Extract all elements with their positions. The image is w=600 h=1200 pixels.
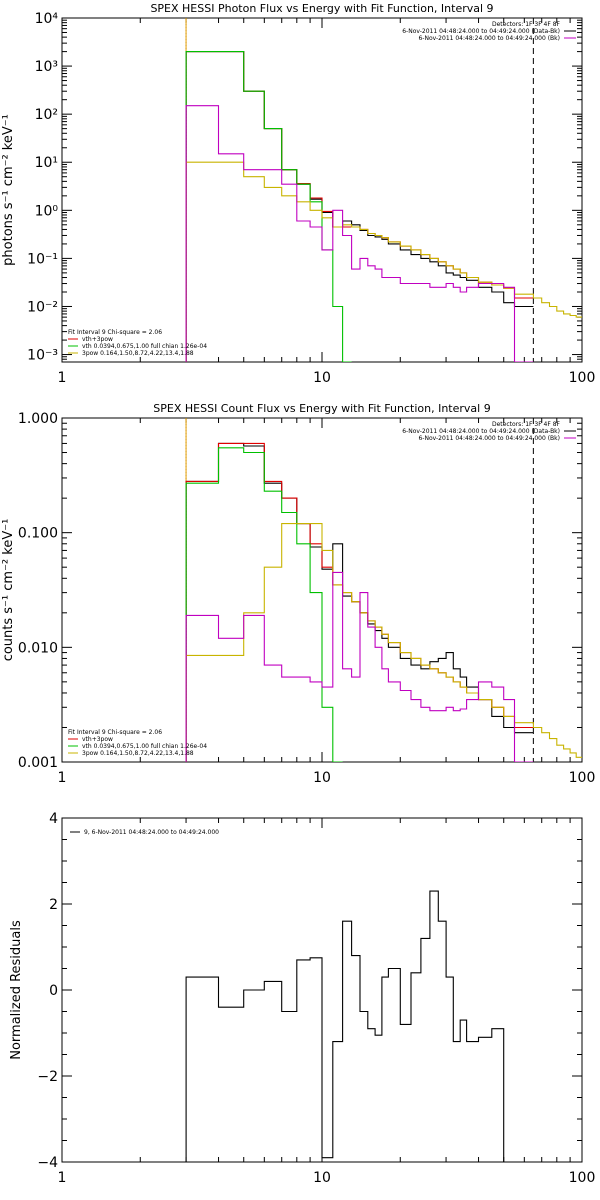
plot-frame <box>61 17 583 363</box>
x-tick-label: 100 <box>569 370 596 386</box>
x-tick-label: 1 <box>58 1170 67 1186</box>
y-tick-label: 0.001 <box>18 755 58 771</box>
x-tick-label: 1 <box>58 770 67 786</box>
chart-title: SPEX HESSI Photon Flux vs Energy with Fi… <box>150 2 493 15</box>
legend-bottom-label: Fit Interval 9 Chi-square = 2.06 <box>68 329 162 336</box>
y-tick-label: 10⁰ <box>35 203 59 219</box>
chart-panel-3: 1 10 100 −4 −2 0 2 4 Normalized Residuals 9, 6-No… <box>9 811 595 1186</box>
data-series-1 <box>185 890 505 1162</box>
y-axis-label: Normalized Residuals <box>9 920 24 1060</box>
legend-top-label: 9, 6-Nov-2011 04:48:24.000 to 04:49:24.0… <box>84 829 219 836</box>
y-tick-label: 0 <box>49 983 58 999</box>
legend-bottom-label: vth+3pow <box>82 336 113 343</box>
y-tick-label: 10³ <box>35 59 58 75</box>
legend-top-label: 6-Nov-2011 04:48:24.000 to 04:49:24.000 … <box>418 35 560 42</box>
y-tick-label: 10⁴ <box>35 11 59 27</box>
legend-top-label: Detectors: 1F 3F 4F 8F <box>492 21 561 28</box>
legend-bottom-label: 3pow 0.164,1.50,8.72,4.22,13.4,1.88 <box>82 350 194 357</box>
data-series-3 <box>185 51 352 362</box>
chart-panel-1: SPEX HESSI Photon Flux vs Energy with Fi… <box>1 2 595 386</box>
data-series-5 <box>185 105 534 362</box>
plot-area <box>185 18 582 362</box>
legend-top-label: 6-Nov-2011 04:48:24.000 to 04:49:24.000 … <box>402 28 560 35</box>
legend-top-label: Detectors: 1F 3F 4F 8F <box>492 421 561 428</box>
y-tick-label: 0.010 <box>18 640 58 656</box>
y-tick-label: 4 <box>49 811 58 827</box>
data-series-3 <box>185 447 343 762</box>
chart-panel-2: SPEX HESSI Count Flux vs Energy with Fit… <box>1 402 595 786</box>
legend-bottom-label: vth+3pow <box>82 736 113 743</box>
legend-bottom-label: vth 0.0394,0.675,1.00 full chian 1.26e-0… <box>82 743 207 750</box>
legend-bottom-label: Fit Interval 9 Chi-square = 2.06 <box>68 729 162 736</box>
x-tick-label: 10 <box>313 770 331 786</box>
data-series-5 <box>185 571 534 762</box>
y-axis-label: counts s⁻¹ cm⁻² keV⁻¹ <box>1 519 16 662</box>
x-tick-label: 1 <box>58 370 67 386</box>
y-axis-label: photons s⁻¹ cm⁻² keV⁻¹ <box>1 114 16 266</box>
x-tick-label: 100 <box>569 1170 596 1186</box>
data-series-1 <box>185 51 534 362</box>
y-tick-label: 1.000 <box>18 411 58 427</box>
y-tick-label: 2 <box>49 897 58 913</box>
chart-title: SPEX HESSI Count Flux vs Energy with Fit… <box>153 402 490 415</box>
y-tick-label: 10² <box>35 107 58 123</box>
legend-top-label: 6-Nov-2011 04:48:24.000 to 04:49:24.000 … <box>418 435 560 442</box>
y-tick-label: 10⁻³ <box>27 348 58 364</box>
y-tick-label: −2 <box>37 1069 58 1085</box>
plot-area <box>185 418 582 762</box>
x-tick-label: 10 <box>313 1170 331 1186</box>
y-tick-label: 10⁻¹ <box>27 251 58 267</box>
data-series-2 <box>185 51 534 362</box>
y-tick-label: 10¹ <box>35 155 58 171</box>
data-series-4 <box>185 523 582 762</box>
x-tick-label: 10 <box>313 370 331 386</box>
legend-bottom-label: 3pow 0.164,1.50,8.72,4.22,13.4,1.88 <box>82 750 194 757</box>
y-tick-label: −4 <box>37 1155 58 1171</box>
plot-area <box>185 890 505 1162</box>
x-tick-label: 100 <box>569 770 596 786</box>
legend-bottom-label: vth 0.0394,0.675,1.00 full chian 1.26e-0… <box>82 343 207 350</box>
legend-top-label: 6-Nov-2011 04:48:24.000 to 04:49:24.000 … <box>402 428 560 435</box>
y-tick-label: 10⁻² <box>27 299 58 315</box>
y-tick-label: 0.100 <box>18 526 58 542</box>
data-series-4 <box>185 161 582 362</box>
